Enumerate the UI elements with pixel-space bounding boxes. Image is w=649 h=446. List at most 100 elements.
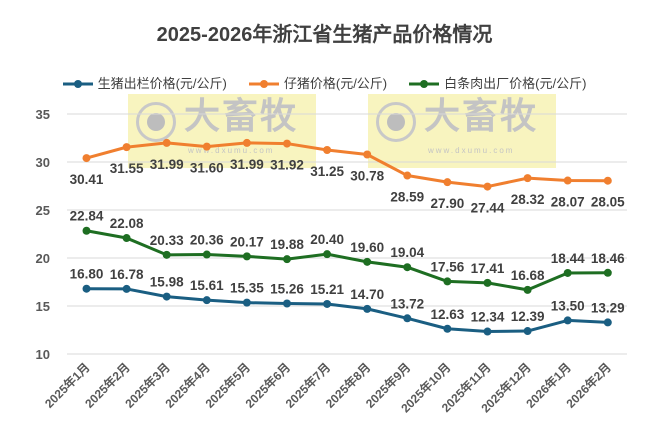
y-tick-label: 30 — [36, 155, 50, 170]
data-label: 16.68 — [511, 268, 545, 283]
data-point — [563, 268, 572, 277]
data-label: 30.78 — [350, 169, 384, 184]
legend-label: 白条肉出厂价格(元/公斤) — [444, 76, 587, 91]
watermark-logo-icon — [376, 102, 416, 142]
watermark: 大畜牧 www.dxumu.com — [368, 94, 556, 168]
data-label: 22.08 — [110, 216, 144, 231]
data-label: 31.60 — [190, 161, 224, 176]
legend-marker-icon — [62, 80, 93, 88]
data-point — [242, 138, 251, 147]
data-label: 18.46 — [591, 251, 625, 266]
data-point — [443, 324, 452, 333]
data-point — [162, 250, 171, 259]
data-point — [202, 250, 211, 259]
data-point — [363, 150, 372, 159]
data-label: 28.05 — [591, 195, 625, 210]
data-label: 12.39 — [511, 309, 545, 324]
watermark-logo-icon — [136, 102, 176, 142]
data-point — [523, 174, 532, 183]
legend-label: 生猪出栏价格(元/公斤) — [97, 76, 227, 91]
data-point — [363, 304, 372, 313]
data-point — [162, 138, 171, 147]
data-label: 22.84 — [70, 209, 104, 224]
data-label: 15.35 — [230, 281, 264, 296]
data-point — [82, 154, 91, 163]
data-label: 31.55 — [110, 161, 144, 176]
data-label: 31.99 — [230, 157, 264, 172]
data-point — [483, 278, 492, 287]
data-point — [202, 296, 211, 305]
data-point — [363, 257, 372, 266]
data-point — [603, 318, 612, 327]
data-label: 31.99 — [150, 157, 184, 172]
data-label: 20.40 — [310, 232, 344, 247]
data-point — [283, 255, 291, 264]
data-point — [563, 176, 572, 185]
data-label: 30.41 — [70, 172, 104, 187]
data-label: 15.26 — [270, 282, 304, 297]
watermark-url: www.dxumu.com — [428, 146, 515, 155]
y-tick-label: 25 — [36, 203, 50, 218]
data-point — [323, 250, 332, 259]
data-point — [563, 316, 572, 325]
data-label: 31.92 — [270, 158, 304, 173]
data-label: 20.36 — [190, 233, 224, 248]
data-label: 27.90 — [431, 196, 465, 211]
chart-title: 2025-2026年浙江省生猪产品价格情况 — [156, 24, 493, 46]
y-tick-label: 35 — [36, 107, 50, 122]
data-point — [122, 143, 131, 152]
data-point — [603, 268, 612, 277]
data-label: 13.29 — [591, 300, 625, 315]
data-label: 14.70 — [350, 287, 384, 302]
legend-marker-icon — [248, 80, 279, 88]
series-line — [86, 229, 608, 292]
watermark-text: 大畜牧 — [184, 96, 299, 136]
series-line — [86, 141, 608, 189]
data-point — [523, 327, 532, 336]
data-point — [162, 292, 171, 301]
data-label: 17.56 — [431, 259, 465, 274]
data-label: 15.61 — [190, 278, 224, 293]
data-label: 16.80 — [70, 267, 104, 282]
data-point — [122, 284, 131, 293]
data-label: 19.04 — [390, 245, 424, 260]
legend-item: 白条肉出厂价格(元/公斤) — [409, 76, 586, 92]
data-point — [242, 298, 251, 307]
legend-label: 仔猪价格(元/公斤) — [283, 76, 388, 91]
data-label: 13.50 — [551, 298, 585, 313]
data-point — [443, 178, 452, 187]
data-point — [202, 142, 211, 151]
data-point — [403, 314, 412, 323]
data-label: 12.34 — [471, 310, 505, 325]
y-tick-label: 20 — [36, 251, 50, 266]
data-label: 18.44 — [551, 251, 585, 266]
data-label: 19.60 — [350, 240, 384, 255]
data-point — [82, 284, 91, 293]
legend-item: 生猪出栏价格(元/公斤) — [62, 76, 227, 92]
data-label: 16.78 — [110, 267, 144, 282]
legend: 生猪出栏价格(元/公斤) 仔猪价格(元/公斤) 白条肉出厂价格(元/公斤) — [0, 76, 649, 92]
legend-item: 仔猪价格(元/公斤) — [248, 76, 388, 92]
data-label: 15.98 — [150, 275, 184, 290]
watermark-url: www.dxumu.com — [188, 146, 275, 155]
watermark: 大畜牧 www.dxumu.com — [128, 94, 316, 168]
data-label: 27.44 — [471, 201, 505, 216]
data-point — [603, 176, 612, 185]
data-point — [283, 299, 291, 308]
data-label: 19.88 — [270, 237, 304, 252]
data-point — [523, 285, 532, 294]
data-point — [82, 226, 91, 235]
legend-marker-icon — [409, 80, 440, 88]
data-point — [443, 277, 452, 286]
watermark-text: 大畜牧 — [424, 96, 539, 136]
y-tick-label: 15 — [36, 299, 50, 314]
data-label: 15.21 — [310, 282, 344, 297]
data-label: 20.33 — [150, 233, 184, 248]
data-label: 28.32 — [511, 192, 545, 207]
data-label: 31.25 — [310, 164, 344, 179]
data-point — [403, 263, 412, 272]
data-point — [403, 171, 412, 180]
data-point — [122, 234, 131, 243]
